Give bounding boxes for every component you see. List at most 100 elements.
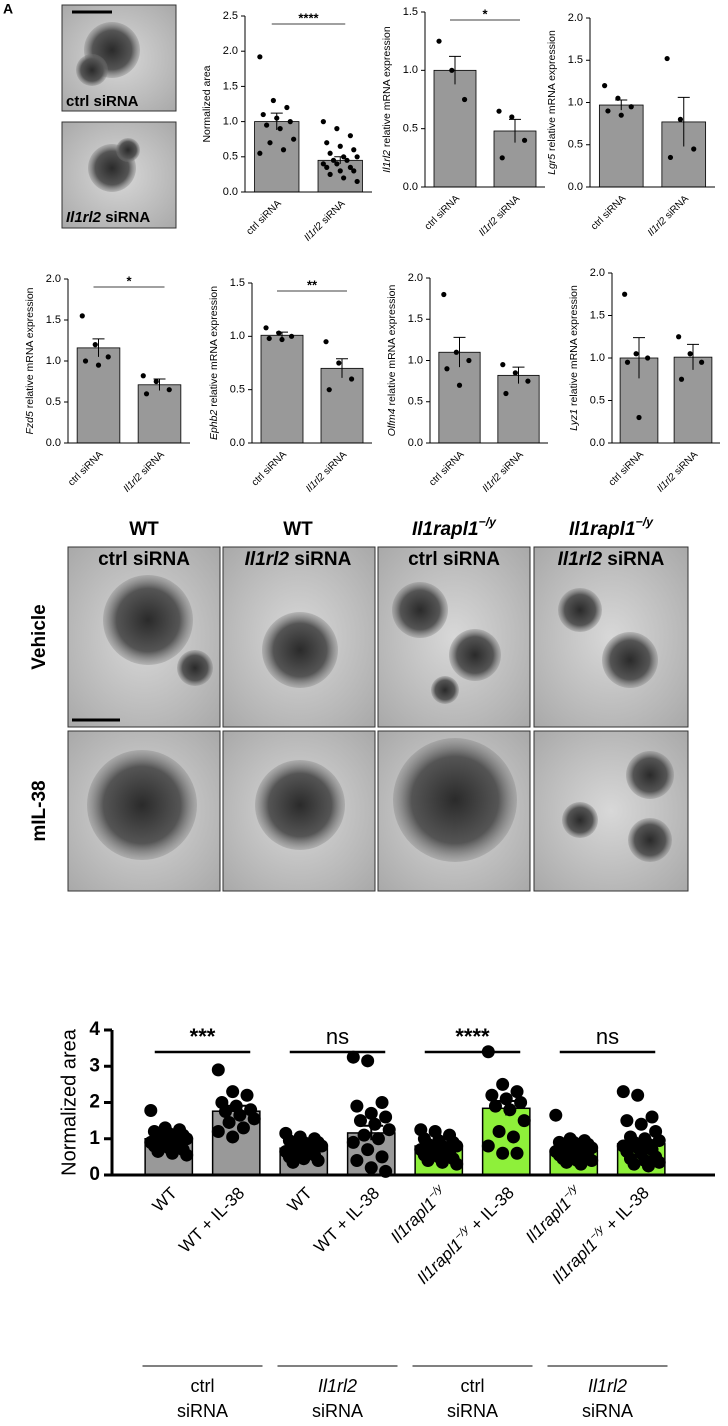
data-point: [270, 97, 276, 104]
text-part: Il1rapl1: [412, 519, 479, 540]
x-tick-label: ctrl siRNA: [423, 193, 462, 232]
y-tick-label: 1.5: [230, 277, 245, 289]
group-label: ctrl: [191, 1376, 215, 1396]
y-tick-label: 0.0: [403, 181, 418, 193]
data-point: [620, 1114, 634, 1128]
text-part: −/y: [479, 515, 498, 529]
data-point: [351, 147, 357, 153]
y-tick-label: 1.5: [223, 80, 238, 92]
y-tick-label: 1.0: [590, 352, 605, 364]
significance-label: ****: [455, 1024, 490, 1049]
data-point: [496, 108, 502, 114]
column-header: Il1rapl1−/y: [412, 515, 497, 540]
data-point: [263, 325, 269, 331]
data-point: [456, 382, 463, 388]
x-tick-label: ctrl siRNA: [607, 449, 646, 488]
error-bar: [449, 55, 461, 85]
bar: [433, 69, 477, 188]
column-header: Il1rl2 siRNA: [245, 549, 352, 570]
y-axis-label: Normalized area: [201, 65, 213, 142]
text-part: Il1rl2: [245, 549, 290, 570]
data-point: [485, 1088, 499, 1102]
text-part: siRNA: [317, 198, 347, 228]
data-point: [330, 157, 337, 163]
data-point: [678, 376, 685, 382]
data-point: [353, 1114, 367, 1128]
x-tick-label: WT: [149, 1184, 181, 1216]
y-tick-label: 2.0: [568, 12, 583, 24]
text-part: siRNA: [661, 193, 691, 223]
y-tick-label: 1.0: [408, 354, 423, 366]
data-point: [324, 140, 330, 146]
data-point: [327, 171, 333, 177]
data-point: [95, 362, 102, 368]
y-tick-label: 0.5: [46, 396, 61, 408]
data-point: [286, 1155, 300, 1169]
data-point: [627, 1157, 641, 1171]
data-point: [347, 164, 353, 170]
y-tick-label: 3: [89, 1055, 100, 1076]
text-part: Il1rapl1: [549, 1235, 602, 1288]
y-tick-label: 0.0: [408, 437, 423, 449]
group-label: ctrl: [461, 1376, 485, 1396]
data-point: [371, 1132, 385, 1146]
data-point: [699, 359, 705, 365]
data-point: [324, 164, 330, 170]
panel-label: A: [3, 1, 13, 17]
data-point: [602, 83, 608, 89]
image-label: ctrl siRNA: [66, 93, 139, 110]
data-point: [616, 1085, 630, 1099]
data-point: [334, 126, 340, 132]
data-point: [347, 133, 353, 139]
y-tick-label: 2.0: [223, 45, 238, 57]
data-point: [645, 355, 651, 361]
text-part: Il1rapl1: [414, 1235, 467, 1288]
data-point: [517, 1114, 531, 1128]
y-tick-label: 0.5: [590, 394, 605, 406]
data-point: [525, 378, 531, 384]
y-tick-label: 0.5: [408, 396, 423, 408]
micrograph-grid: [67, 546, 689, 892]
data-point: [549, 1108, 563, 1122]
data-point: [631, 1088, 645, 1102]
data-point: [320, 119, 326, 125]
data-point: [466, 357, 472, 364]
data-point: [441, 291, 447, 298]
data-point: [664, 55, 670, 62]
y-tick-label: 1.5: [46, 314, 61, 326]
text-part: siRNA: [670, 449, 700, 479]
y-axis-label: Ephb2 relative mRNA expression: [208, 286, 220, 440]
data-point: [622, 291, 628, 297]
y-axis-label: Olfm4 relative mRNA expression: [386, 284, 398, 436]
y-tick-label: 1.0: [403, 64, 418, 76]
y-axis-label: Normalized area: [58, 1028, 80, 1176]
bar: [497, 374, 540, 444]
data-point: [375, 1150, 389, 1164]
data-point: [615, 95, 621, 101]
image-label: Il1rl2 siRNA: [66, 209, 150, 226]
data-point: [652, 1155, 666, 1169]
data-point: [336, 360, 342, 366]
column-header: Il1rl2 siRNA: [558, 549, 665, 570]
data-point: [354, 178, 360, 185]
data-point: [311, 1154, 325, 1167]
data-point: [218, 1105, 232, 1119]
error-bar: [336, 358, 348, 378]
significance-label: ns: [326, 1024, 349, 1049]
data-point: [496, 1146, 510, 1160]
text-part: Il1rl2: [558, 549, 603, 570]
data-point: [496, 1077, 510, 1091]
data-point: [315, 1139, 329, 1153]
y-axis-label: Il1rl2 relative mRNA expression: [381, 26, 393, 173]
data-point: [444, 366, 450, 372]
bar: [260, 334, 304, 444]
data-point: [691, 146, 697, 152]
micrograph: [61, 4, 177, 229]
y-axis-label: Lyz1 relative mRNA expression: [568, 285, 580, 431]
data-point: [233, 1108, 247, 1122]
x-tick-label: Il1rl2 siRNA: [655, 449, 700, 494]
text-part: Il1rl2: [66, 209, 102, 226]
x-tick-label: Il1rapl1−/y: [521, 1181, 587, 1247]
y-tick-label: 4: [89, 1019, 100, 1040]
x-tick-label: ctrl siRNA: [245, 198, 284, 237]
